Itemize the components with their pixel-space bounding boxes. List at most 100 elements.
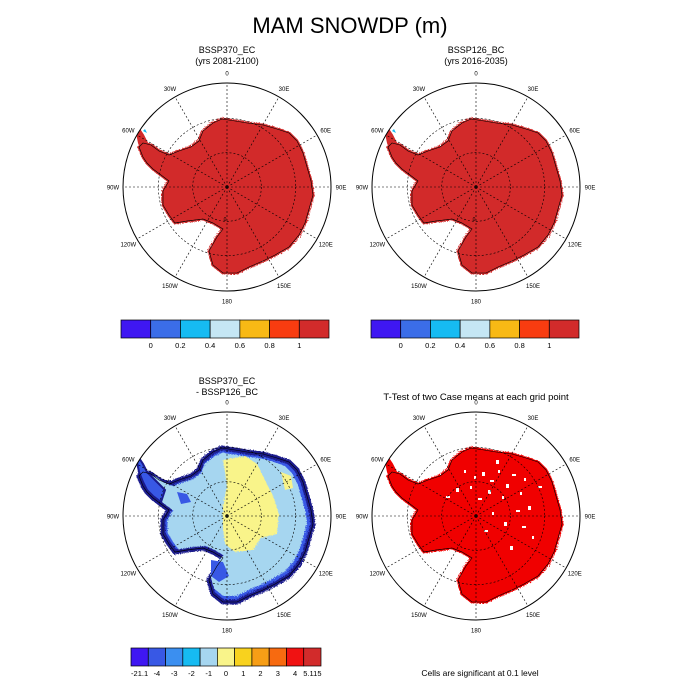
colorbar-tick-label: -21.1 <box>131 669 148 678</box>
colorbar-swatch <box>489 319 520 339</box>
lon-label-150e: 150E <box>277 284 291 290</box>
lon-label-30w: 30W <box>164 416 177 422</box>
map-panel-p3: BSSP370_EC- BSSP126_BC 0 30E 60E 90E 120E 150E… <box>107 376 347 635</box>
colorbar-tick-label: 0.2 <box>425 341 435 350</box>
colorbar-swatch <box>268 647 287 667</box>
antarctica-field <box>384 117 564 275</box>
lon-label-60e: 60E <box>320 458 331 464</box>
map-panels: BSSP370_EC(yrs 2081-2100)0030E60E90E120E… <box>107 45 596 635</box>
lon-label-60e: 60E <box>320 129 331 135</box>
colorbar-tick-label: 0.4 <box>205 341 215 350</box>
lon-label-180: 180 <box>471 629 482 635</box>
lon-label-60e: 60E <box>569 129 580 135</box>
lon-label-150e: 150E <box>526 613 540 619</box>
lon-label-180: 180 <box>222 629 233 635</box>
lon-label-90w: 90W <box>356 186 369 192</box>
colorbar-difference: -21.1 -4 -3 -2 -1 0 1 2 3 4 5.115 <box>130 647 322 678</box>
lon-label-120w: 120W <box>120 572 136 578</box>
panel-title: BSSP370_EC <box>199 45 256 55</box>
panel-title: BSSP370_EC <box>199 376 256 386</box>
lon-label-90e: 90E <box>585 186 596 192</box>
colorbar-tick-label: 0.8 <box>514 341 524 350</box>
antarctica-field <box>135 445 316 605</box>
panel-subtitle: - BSSP126_BC <box>196 387 259 397</box>
lon-label-60e: 60E <box>569 458 580 464</box>
colorbar-swatch <box>120 319 152 339</box>
colorbar-swatch <box>130 647 149 667</box>
colorbar-swatch <box>147 647 166 667</box>
lon-label-120e: 120E <box>319 243 333 249</box>
colorbar-tick-label: 5.115 <box>303 669 321 678</box>
lon-label-30e: 30E <box>279 416 290 422</box>
lon-label-120e: 120E <box>319 572 333 578</box>
colorbar-swatch <box>239 319 270 339</box>
map-boundary <box>122 82 332 292</box>
panel-title: T-Test of two Case means at each grid po… <box>383 392 569 403</box>
colorbar-tick-label: -4 <box>154 669 161 678</box>
lon-label-150e: 150E <box>526 284 540 290</box>
colorbar-tick-label: 4 <box>293 669 297 678</box>
lon-label-0: 0 <box>474 72 478 78</box>
lon-label-90w: 90W <box>107 515 120 521</box>
lon-label-150e: 150E <box>277 613 291 619</box>
colorbar-tick-label: 0 <box>224 669 228 678</box>
panel-title: BSSP126_BC <box>448 45 505 55</box>
colorbar-tick-label: 2 <box>258 669 262 678</box>
colorbar-swatch <box>303 647 322 667</box>
lon-label-120w: 120W <box>369 243 385 249</box>
colorbar-swatch <box>459 319 491 339</box>
colorbar-tick-label: 0.2 <box>175 341 185 350</box>
lon-label-150w: 150W <box>411 284 427 290</box>
lon-label-90w: 90W <box>107 186 120 192</box>
lon-label-120e: 120E <box>568 243 582 249</box>
colorbar-swatch <box>165 647 184 667</box>
colorbar-swatch <box>430 319 461 339</box>
lon-label-90w: 90W <box>356 515 369 521</box>
colorbar-tick-label: 3 <box>276 669 280 678</box>
colorbar-tick-label: 0.6 <box>485 341 495 350</box>
colorbar-tick-label: 1 <box>547 341 551 350</box>
colorbar-swatch <box>269 319 300 339</box>
colorbar-top-right: 0 0.2 0.4 0.6 0.8 1 <box>370 319 580 350</box>
colorbar-swatch <box>298 319 330 339</box>
figure-title: MAM SNOWDP (m) <box>252 13 447 38</box>
lon-label-0: 0 <box>474 401 478 407</box>
map-boundary <box>122 411 332 621</box>
colorbar-swatch <box>234 647 253 667</box>
lon-label-150w: 150W <box>162 613 178 619</box>
colorbar-tick-label: 0.6 <box>235 341 245 350</box>
lon-label-90e: 90E <box>336 515 347 521</box>
lon-label-120w: 120W <box>120 243 136 249</box>
map-boundary <box>371 411 581 621</box>
lon-label-180: 180 <box>471 300 482 306</box>
map-boundary <box>371 82 581 292</box>
lon-label-60w: 60W <box>371 129 384 135</box>
lon-label-180: 180 <box>222 300 233 306</box>
colorbar-swatch <box>370 319 402 339</box>
colorbar-swatch <box>548 319 580 339</box>
lon-label-150w: 150W <box>411 613 427 619</box>
lon-label-120w: 120W <box>369 572 385 578</box>
lon-label-90e: 90E <box>585 515 596 521</box>
colorbar-tick-label: -3 <box>171 669 178 678</box>
lon-label-150w: 150W <box>162 284 178 290</box>
lon-label-60w: 60W <box>371 458 384 464</box>
contour-label: 0 <box>224 217 227 223</box>
colorbar-top-left: 0 0.2 0.4 0.6 0.8 1 <box>120 319 330 350</box>
panel-subtitle: (yrs 2081-2100) <box>195 56 259 66</box>
lon-label-30e: 30E <box>528 416 539 422</box>
map-panel-p4: T-Test of two Case means at each grid po… <box>356 392 596 635</box>
colorbar-tick-label: 0.8 <box>264 341 274 350</box>
lon-label-0: 0 <box>225 401 229 407</box>
lon-label-30e: 30E <box>279 87 290 93</box>
colorbar-tick-label: 0 <box>399 341 403 350</box>
lon-label-90e: 90E <box>336 186 347 192</box>
colorbar-swatch <box>286 647 305 667</box>
colorbar-swatch <box>182 647 201 667</box>
colorbar-swatch <box>150 319 181 339</box>
colorbar-tick-label: -2 <box>188 669 195 678</box>
lon-label-30w: 30W <box>413 416 426 422</box>
lon-label-0: 0 <box>225 72 229 78</box>
colorbar-tick-label: 1 <box>241 669 245 678</box>
